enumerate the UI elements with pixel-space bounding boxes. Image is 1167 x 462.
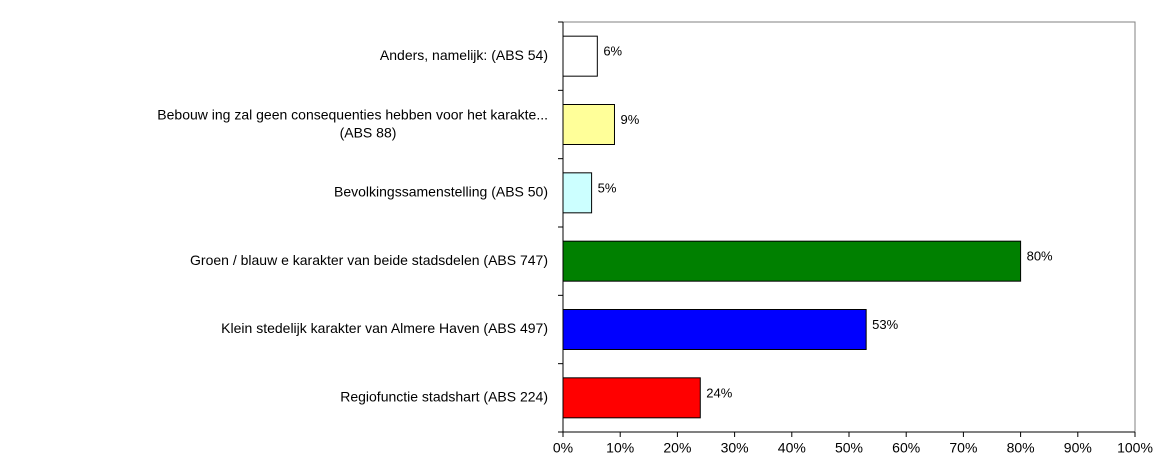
bar bbox=[562, 35, 598, 77]
value-label: 80% bbox=[1027, 249, 1053, 264]
x-tick-label: 0% bbox=[553, 440, 573, 456]
x-tick-label: 60% bbox=[892, 440, 920, 456]
category-label: Bebouw ing zal geen consequenties hebben… bbox=[157, 106, 548, 140]
value-label: 5% bbox=[598, 180, 617, 195]
value-label: 9% bbox=[620, 112, 639, 127]
value-label: 6% bbox=[603, 44, 622, 59]
x-tick-label: 20% bbox=[663, 440, 691, 456]
category-label: Klein stedelijk karakter van Almere Have… bbox=[221, 320, 548, 336]
x-tick-label: 90% bbox=[1064, 440, 1092, 456]
x-tick-label: 30% bbox=[721, 440, 749, 456]
x-tick-label: 80% bbox=[1007, 440, 1035, 456]
x-tick-label: 40% bbox=[778, 440, 806, 456]
bar bbox=[562, 172, 593, 214]
category-label: Regiofunctie stadshart (ABS 224) bbox=[340, 389, 548, 405]
category-label: Anders, namelijk: (ABS 54) bbox=[380, 47, 548, 63]
x-tick-label: 50% bbox=[835, 440, 863, 456]
bar bbox=[562, 240, 1022, 282]
x-tick-label: 10% bbox=[606, 440, 634, 456]
category-label: Bevolkingssamenstelling (ABS 50) bbox=[334, 184, 548, 200]
bar bbox=[562, 309, 867, 350]
bar bbox=[562, 377, 701, 419]
category-label: Groen / blauw e karakter van beide stads… bbox=[190, 252, 548, 268]
value-label: 24% bbox=[706, 385, 732, 400]
x-tick-label: 70% bbox=[949, 440, 977, 456]
plot-frame bbox=[562, 21, 1136, 433]
value-label: 53% bbox=[872, 317, 898, 332]
x-tick-label: 100% bbox=[1117, 440, 1153, 456]
bar bbox=[562, 104, 615, 145]
